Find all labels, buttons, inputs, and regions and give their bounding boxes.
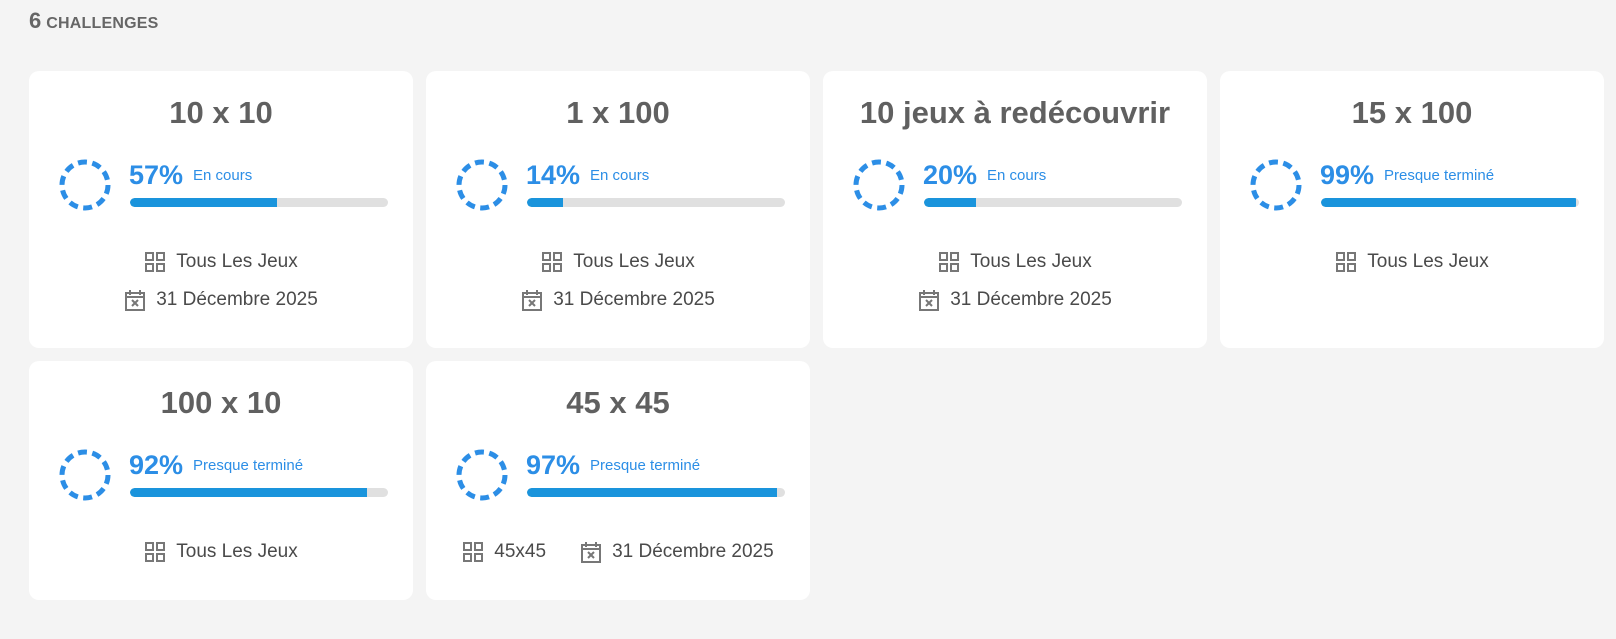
challenges-label: CHALLENGES: [46, 15, 159, 32]
progress-bar: [924, 198, 1182, 207]
challenge-card[interactable]: 15 x 100 99% Presque terminé Tous Les Je…: [1220, 71, 1604, 348]
dashed-ring-icon: [853, 159, 905, 211]
games-label: 45x45: [494, 541, 547, 562]
dashed-ring-icon: [59, 159, 111, 211]
progress-status: Presque terminé: [1384, 167, 1495, 184]
grid-icon: [145, 542, 166, 562]
dashed-ring-icon: [59, 449, 111, 501]
end-date: 31 Décembre 2025: [612, 541, 774, 562]
grid-icon: [463, 542, 484, 562]
progress-bar-fill: [130, 488, 368, 497]
calendar-x-icon: [919, 290, 940, 311]
progress-bar: [527, 198, 785, 207]
grid-icon: [1336, 252, 1357, 272]
games-row: Tous Les Jeux: [823, 251, 1207, 273]
challenge-title: 100 x 10: [160, 385, 282, 420]
games-row: Tous Les Jeux: [1220, 251, 1604, 273]
progress-percent: 20%: [923, 160, 978, 190]
calendar-x-icon: [581, 542, 602, 563]
date-row: 31 Décembre 2025: [426, 289, 810, 311]
progress-bar-fill: [924, 198, 976, 207]
games-label: Tous Les Jeux: [176, 541, 298, 562]
grid-icon: [542, 252, 563, 272]
challenges-count: 6: [29, 8, 42, 33]
challenge-title: 10 x 10: [169, 95, 273, 130]
games-row: Tous Les Jeux: [29, 251, 413, 273]
grid-icon: [145, 252, 166, 272]
date-row: 31 Décembre 2025: [823, 289, 1207, 311]
challenge-title: 10 jeux à redécouvrir: [859, 95, 1171, 130]
progress-bar: [527, 488, 785, 497]
calendar-x-icon: [125, 290, 146, 311]
calendar-x-icon: [522, 290, 543, 311]
end-date: 31 Décembre 2025: [950, 289, 1112, 310]
games-label: Tous Les Jeux: [176, 251, 298, 272]
progress-bar: [1321, 198, 1579, 207]
progress-percent: 57%: [129, 160, 184, 190]
games-row: Tous Les Jeux: [29, 541, 413, 563]
end-date: 31 Décembre 2025: [156, 289, 318, 310]
dashed-ring-icon: [456, 159, 508, 211]
games-label: Tous Les Jeux: [1367, 251, 1489, 272]
dashed-ring-icon: [1250, 159, 1302, 211]
progress-percent: 97%: [526, 450, 581, 480]
progress-bar-fill: [1321, 198, 1577, 207]
games-row: Tous Les Jeux: [426, 251, 810, 273]
grid-icon: [939, 252, 960, 272]
challenge-card[interactable]: 1 x 100 14% En cours Tous Les Jeux 31 Dé…: [426, 71, 810, 348]
date-row: 31 Décembre 2025: [29, 289, 413, 311]
games-label: Tous Les Jeux: [573, 251, 695, 272]
challenge-card[interactable]: 10 jeux à redécouvrir 20% En cours Tous …: [823, 71, 1207, 348]
end-date: 31 Décembre 2025: [553, 289, 715, 310]
progress-status: Presque terminé: [193, 457, 304, 474]
progress-percent: 99%: [1320, 160, 1375, 190]
challenge-card[interactable]: 10 x 10 57% En cours Tous Les Jeux 31 Dé…: [29, 71, 413, 348]
progress-percent: 92%: [129, 450, 184, 480]
challenge-title: 15 x 100: [1351, 95, 1473, 130]
games-label: Tous Les Jeux: [970, 251, 1092, 272]
progress-bar: [130, 198, 388, 207]
meta-row: 45x45 31 Décembre 2025: [426, 541, 810, 563]
progress-status: En cours: [987, 167, 1047, 184]
dashed-ring-icon: [456, 449, 508, 501]
challenge-title: 45 x 45: [566, 385, 670, 420]
progress-status: En cours: [590, 167, 650, 184]
progress-status: En cours: [193, 167, 253, 184]
progress-bar-fill: [130, 198, 278, 207]
challenge-title: 1 x 100: [566, 95, 670, 130]
progress-bar: [130, 488, 388, 497]
progress-percent: 14%: [526, 160, 581, 190]
challenge-card[interactable]: 100 x 10 92% Presque terminé Tous Les Je…: [29, 361, 413, 600]
challenges-heading: 6 CHALLENGES: [29, 8, 158, 34]
progress-bar-fill: [527, 198, 564, 207]
challenge-card[interactable]: 45 x 45 97% Presque terminé 45x45 31 Déc…: [426, 361, 810, 600]
progress-bar-fill: [527, 488, 778, 497]
progress-status: Presque terminé: [590, 457, 701, 474]
